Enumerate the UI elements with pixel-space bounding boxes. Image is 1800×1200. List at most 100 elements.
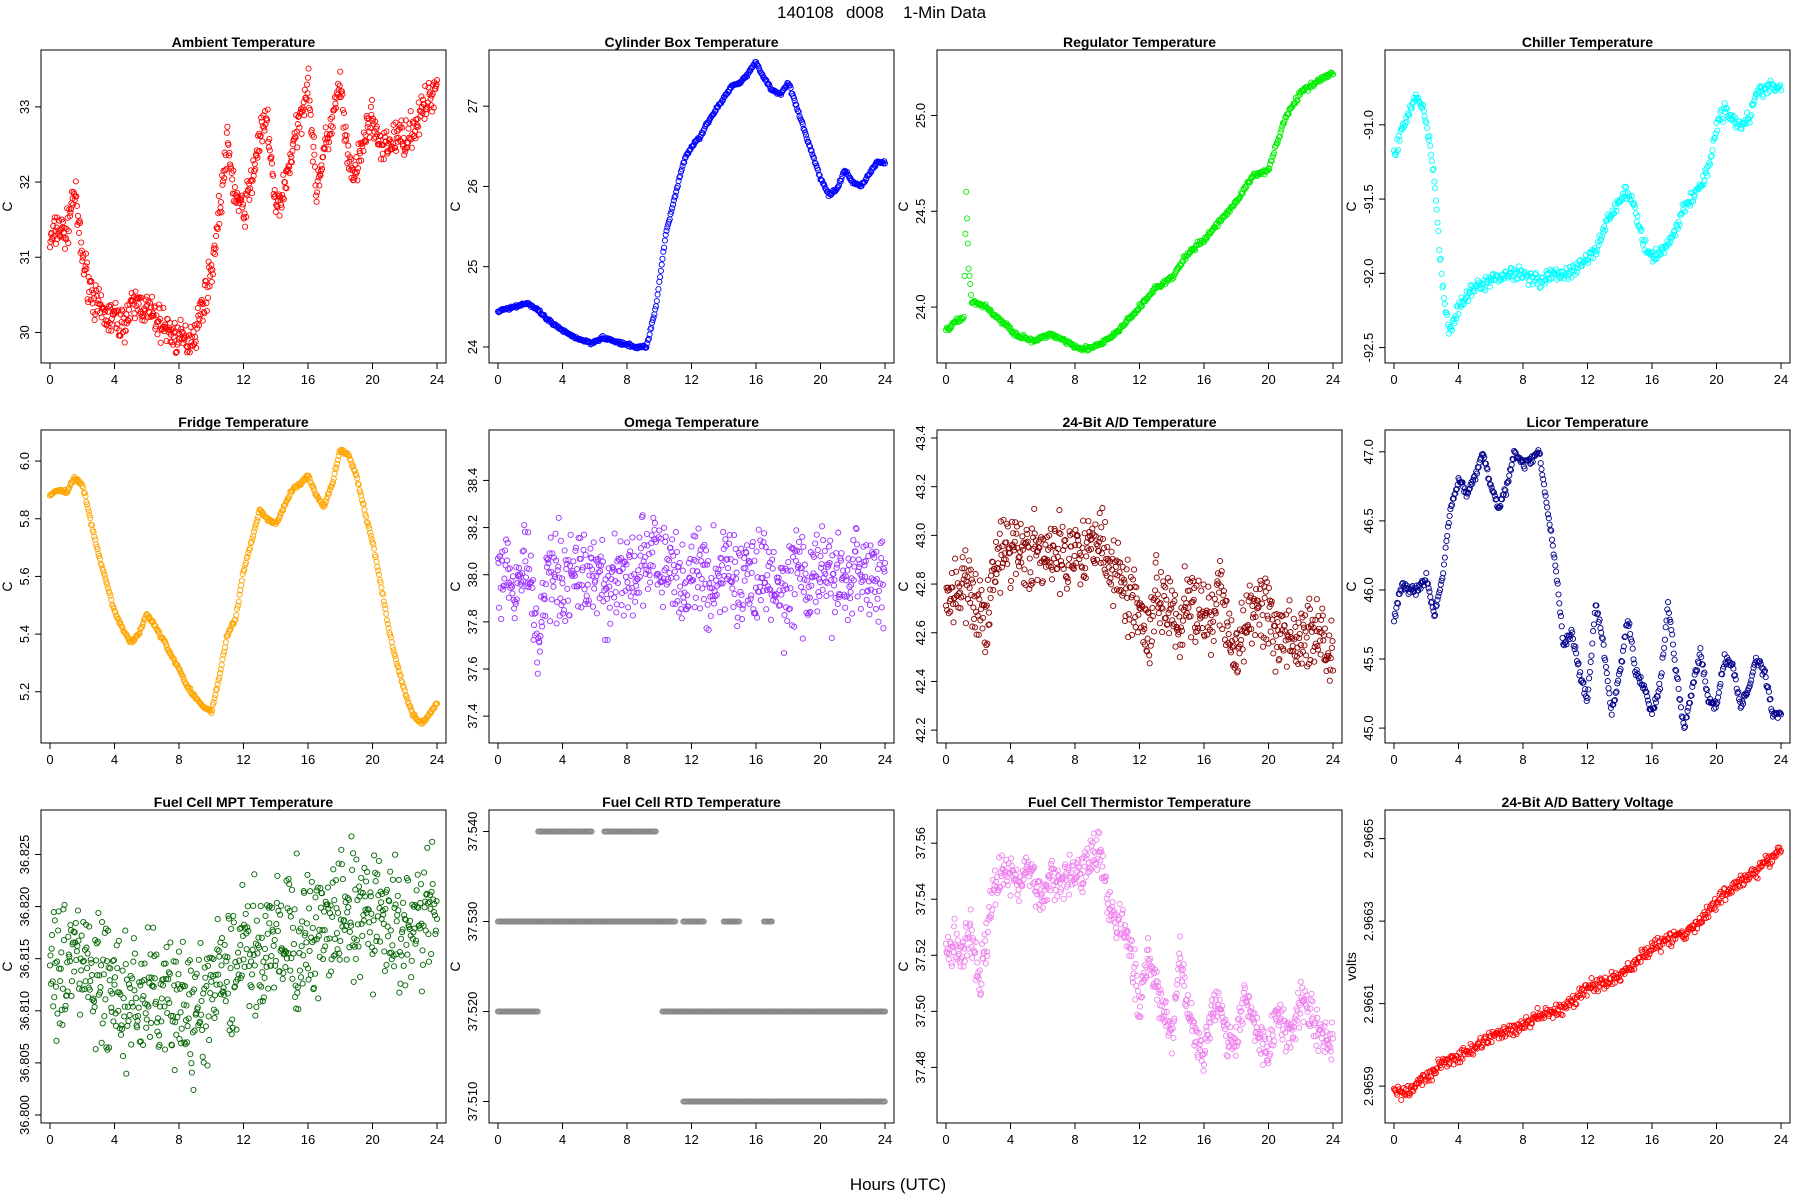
- data-point: [677, 172, 684, 180]
- data-point: [719, 97, 726, 104]
- data-point: [1110, 602, 1117, 610]
- data-point: [115, 937, 122, 944]
- data-point: [1428, 151, 1435, 158]
- data-point: [826, 543, 833, 550]
- y-tick-label: 38.4: [465, 468, 480, 493]
- data-point: [963, 215, 971, 222]
- data-point: [1423, 570, 1430, 577]
- y-tick-label: 6.0: [17, 452, 32, 470]
- data-point: [509, 573, 517, 580]
- data-point: [1642, 237, 1649, 244]
- data-point: [78, 932, 85, 939]
- data-point: [1257, 577, 1264, 584]
- data-point: [421, 115, 428, 122]
- data-point: [1553, 568, 1560, 575]
- data-point: [68, 978, 76, 985]
- data-point: [88, 278, 95, 285]
- data-point: [1543, 499, 1550, 506]
- data-point: [84, 259, 91, 266]
- data-point: [1303, 652, 1310, 659]
- data-point: [1557, 613, 1564, 620]
- data-point: [123, 311, 130, 318]
- data-point: [208, 278, 215, 285]
- data-point: [509, 590, 516, 597]
- data-point: [301, 112, 308, 119]
- data-point: [351, 169, 358, 176]
- data-point: [660, 248, 667, 255]
- data-point: [260, 124, 267, 131]
- data-point: [1432, 197, 1439, 204]
- data-point: [223, 129, 230, 136]
- data-point: [132, 288, 139, 295]
- data-point: [1608, 711, 1615, 718]
- data-point: [1211, 595, 1218, 602]
- data-point: [106, 977, 113, 984]
- data-point: [65, 228, 72, 235]
- data-point: [1216, 622, 1223, 629]
- data-point: [105, 327, 112, 334]
- data-point: [1652, 699, 1660, 706]
- data-point: [1108, 548, 1115, 555]
- data-point: [294, 121, 301, 128]
- data-point: [1542, 492, 1549, 499]
- data-point: [122, 327, 129, 334]
- x-tick-label: 8: [1519, 372, 1526, 387]
- data-point: [62, 1002, 69, 1009]
- data-point: [377, 133, 384, 140]
- data-point: [831, 609, 839, 616]
- data-point: [187, 323, 194, 331]
- data-point: [79, 254, 86, 261]
- data-point: [108, 327, 115, 334]
- x-tick-label: 16: [749, 372, 763, 387]
- data-point: [866, 611, 873, 618]
- data-point: [564, 585, 571, 592]
- data-point: [1019, 533, 1026, 540]
- data-point: [366, 134, 373, 141]
- data-point: [993, 571, 1000, 578]
- data-point: [617, 538, 624, 545]
- data-point: [1702, 678, 1709, 685]
- data-point: [1440, 561, 1448, 568]
- data-point: [1056, 591, 1064, 598]
- data-point: [374, 563, 381, 570]
- panel-title: Fridge Temperature: [178, 414, 309, 430]
- data-point: [979, 625, 986, 632]
- data-point: [665, 557, 672, 564]
- data-point: [1440, 570, 1447, 577]
- data-point: [1178, 627, 1186, 634]
- data-point: [271, 186, 278, 194]
- data-point: [656, 527, 663, 534]
- data-point: [866, 601, 874, 609]
- data-point: [1260, 643, 1267, 650]
- data-point: [95, 285, 102, 293]
- data-point: [737, 545, 745, 552]
- data-point: [266, 135, 273, 143]
- figure-title-run: 140108: [777, 3, 834, 22]
- data-point: [1442, 544, 1449, 551]
- data-point: [67, 921, 74, 929]
- data-point: [1326, 632, 1333, 639]
- data-point: [1558, 623, 1565, 630]
- data-point: [406, 120, 413, 127]
- data-point: [959, 554, 966, 561]
- data-point: [1063, 585, 1070, 592]
- data-point: [581, 586, 588, 593]
- data-point: [498, 616, 505, 623]
- data-point: [1329, 638, 1336, 645]
- data-point: [573, 565, 581, 573]
- data-point: [74, 907, 82, 914]
- data-point: [424, 103, 431, 110]
- data-point: [522, 574, 530, 581]
- data-point: [1441, 300, 1448, 307]
- x-tick-label: 24: [430, 752, 444, 767]
- data-point: [1224, 622, 1231, 629]
- data-point: [651, 526, 658, 533]
- data-point: [97, 984, 104, 991]
- data-point: [303, 96, 310, 103]
- data-point: [1506, 472, 1513, 479]
- data-point: [1219, 626, 1226, 633]
- data-point: [1446, 512, 1453, 519]
- data-point: [1099, 505, 1106, 512]
- data-point: [1156, 620, 1163, 627]
